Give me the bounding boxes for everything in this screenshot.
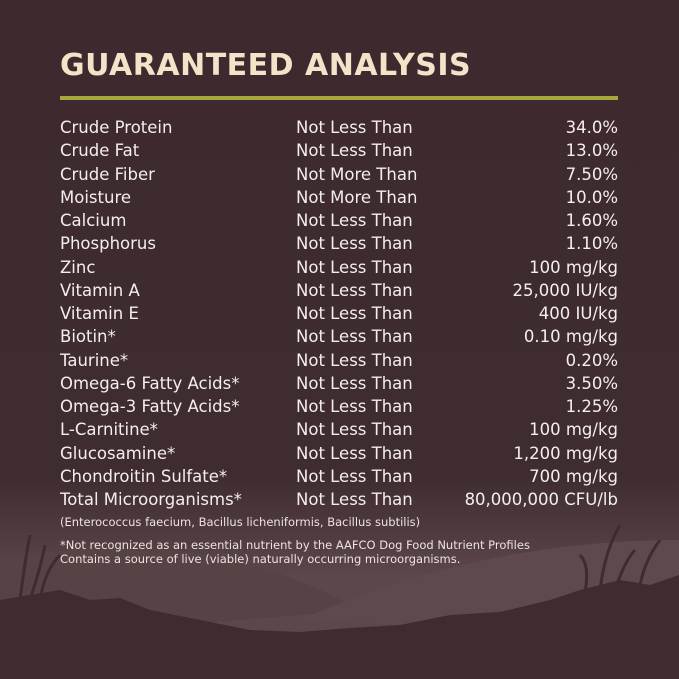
table-row: Moisture Not More Than 10.0% — [60, 186, 618, 209]
table-row: Crude Protein Not Less Than 34.0% — [60, 116, 618, 139]
nutrient-value: 34.0% — [565, 118, 618, 137]
nutrient-name: Glucosamine* — [60, 443, 176, 463]
table-row: Vitamin E Not Less Than 400 IU/kg — [60, 302, 618, 325]
analysis-table: Crude Protein Not Less Than 34.0% Crude Fat… — [60, 116, 618, 511]
nutrient-value: 7.50% — [565, 164, 618, 184]
table-row: Vitamin A Not Less Than 25,000 IU/kg — [60, 279, 618, 302]
nutrient-value: 1,200 mg/kg — [513, 443, 618, 463]
nutrient-name: Biotin* — [60, 327, 116, 347]
nutrient-name: Vitamin A — [60, 280, 140, 300]
nutrient-value: 700 mg/kg — [529, 466, 618, 486]
nutrient-name: Phosphorus — [60, 234, 156, 254]
nutrient-name: Total Microorganisms* — [60, 490, 242, 509]
nutrient-value: 100 mg/kg — [529, 420, 618, 440]
nutrient-name: Zinc — [60, 257, 96, 277]
microorganism-species-note: (Enterococcus faecium, Bacillus lichenif… — [60, 515, 421, 529]
table-row: Total Microorganisms* Not Less Than 80,000… — [60, 488, 618, 511]
relation: Not More Than — [296, 187, 418, 207]
relation: Not Less Than — [296, 397, 413, 416]
table-row: Crude Fiber Not More Than 7.50% — [60, 163, 618, 186]
live-microorganisms-note: Contains a source of live (viable) natur… — [60, 552, 461, 566]
nutrient-name: Taurine* — [60, 350, 129, 370]
table-row: Phosphorus Not Less Than 1.10% — [60, 232, 618, 255]
nutrient-value: 1.60% — [565, 211, 618, 230]
nutrient-name: Omega-6 Fatty Acids* — [60, 373, 240, 393]
table-row: Taurine* Not Less Than 0.20% — [60, 349, 618, 372]
title-divider — [60, 96, 618, 100]
relation: Not More Than — [296, 164, 418, 184]
nutrient-value: 100 mg/kg — [529, 257, 618, 277]
nutrient-value: 0.20% — [565, 350, 618, 370]
nutrient-value: 25,000 IU/kg — [512, 280, 618, 300]
relation: Not Less Than — [296, 257, 413, 277]
aafco-footnote: *Not recognized as an essential nutrient… — [60, 538, 530, 552]
nutrient-name: Crude Fiber — [60, 164, 155, 184]
nutrient-name: Chondroitin Sulfate* — [60, 466, 228, 486]
nutrient-name: Vitamin E — [60, 304, 139, 323]
table-row: Chondroitin Sulfate* Not Less Than 700 mg/… — [60, 465, 618, 488]
nutrient-value: 13.0% — [565, 141, 618, 161]
relation: Not Less Than — [296, 327, 413, 347]
nutrient-value: 1.25% — [565, 397, 618, 416]
nutrient-name: Moisture — [60, 187, 132, 207]
nutrient-value: 80,000,000 CFU/lb — [464, 490, 618, 509]
relation: Not Less Than — [296, 141, 413, 161]
nutrient-name: Crude Fat — [60, 141, 140, 161]
nutrient-value: 10.0% — [565, 187, 618, 207]
table-row: Biotin* Not Less Than 0.10 mg/kg — [60, 325, 618, 348]
relation: Not Less Than — [296, 234, 413, 254]
table-row: Omega-3 Fatty Acids* Not Less Than 1.25% — [60, 395, 618, 418]
nutrient-name: Calcium — [60, 211, 127, 230]
table-row: Glucosamine* Not Less Than 1,200 mg/kg — [60, 442, 618, 465]
relation: Not Less Than — [296, 350, 413, 370]
table-row: Zinc Not Less Than 100 mg/kg — [60, 256, 618, 279]
nutrient-value: 3.50% — [565, 373, 618, 393]
relation: Not Less Than — [296, 490, 413, 509]
nutrient-value: 0.10 mg/kg — [523, 327, 618, 347]
nutrient-value: 400 IU/kg — [538, 304, 618, 323]
relation: Not Less Than — [296, 118, 413, 137]
table-row: Omega-6 Fatty Acids* Not Less Than 3.50% — [60, 372, 618, 395]
relation: Not Less Than — [296, 304, 413, 323]
table-row: Calcium Not Less Than 1.60% — [60, 209, 618, 232]
table-row: L-Carnitine* Not Less Than 100 mg/kg — [60, 418, 618, 441]
title: GUARANTEED ANALYSIS — [60, 48, 472, 83]
relation: Not Less Than — [296, 443, 413, 463]
relation: Not Less Than — [296, 466, 413, 486]
relation: Not Less Than — [296, 280, 413, 300]
relation: Not Less Than — [296, 373, 413, 393]
relation: Not Less Than — [296, 420, 413, 440]
nutrient-value: 1.10% — [565, 234, 618, 254]
table-row: Crude Fat Not Less Than 13.0% — [60, 139, 618, 162]
relation: Not Less Than — [296, 211, 413, 230]
nutrient-name: Omega-3 Fatty Acids* — [60, 397, 240, 416]
nutrient-name: L-Carnitine* — [60, 420, 158, 440]
nutrient-name: Crude Protein — [60, 118, 173, 137]
